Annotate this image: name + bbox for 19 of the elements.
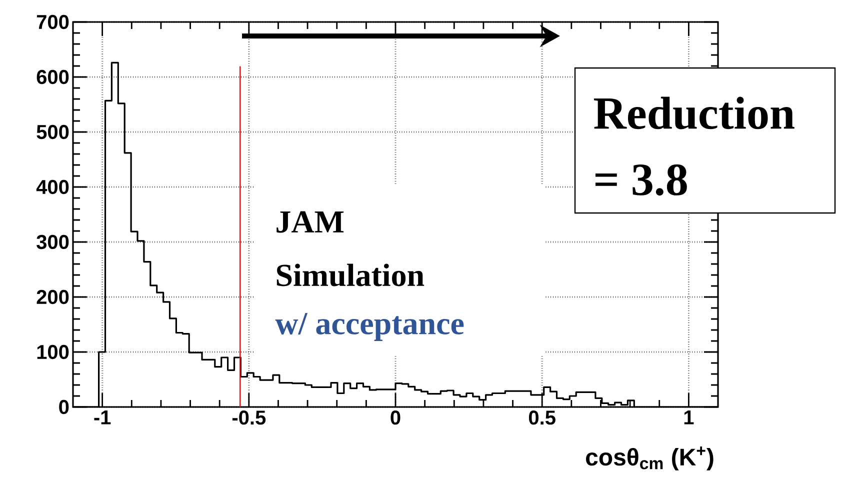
- x-tick-label: 1: [684, 410, 694, 424]
- annotation: w/ acceptance: [275, 313, 464, 341]
- x-tick-label: 0: [390, 410, 400, 425]
- y-tick-label: 400: [36, 180, 69, 194]
- y-tick-label: 200: [36, 290, 69, 304]
- y-tick-label: 700: [36, 14, 69, 30]
- annotation: Reduction: [594, 96, 794, 130]
- y-tick-label: 0: [59, 400, 69, 414]
- x-axis-title: cosθ$_{cm}$ (K$^{+}$): [586, 446, 714, 470]
- annotation: Simulation: [276, 264, 424, 286]
- annotation: = 3.8: [595, 164, 687, 196]
- y-tick-label: 600: [36, 70, 69, 84]
- y-tick-label: 300: [36, 234, 69, 250]
- x-tick-label: -1: [94, 410, 111, 424]
- x-tick-label: 0.5: [528, 410, 556, 425]
- y-tick-label: 100: [37, 344, 69, 360]
- y-tick-label: 500: [36, 124, 69, 140]
- x-tick-label: -0.5: [232, 410, 266, 425]
- annotation: JAM: [276, 211, 344, 233]
